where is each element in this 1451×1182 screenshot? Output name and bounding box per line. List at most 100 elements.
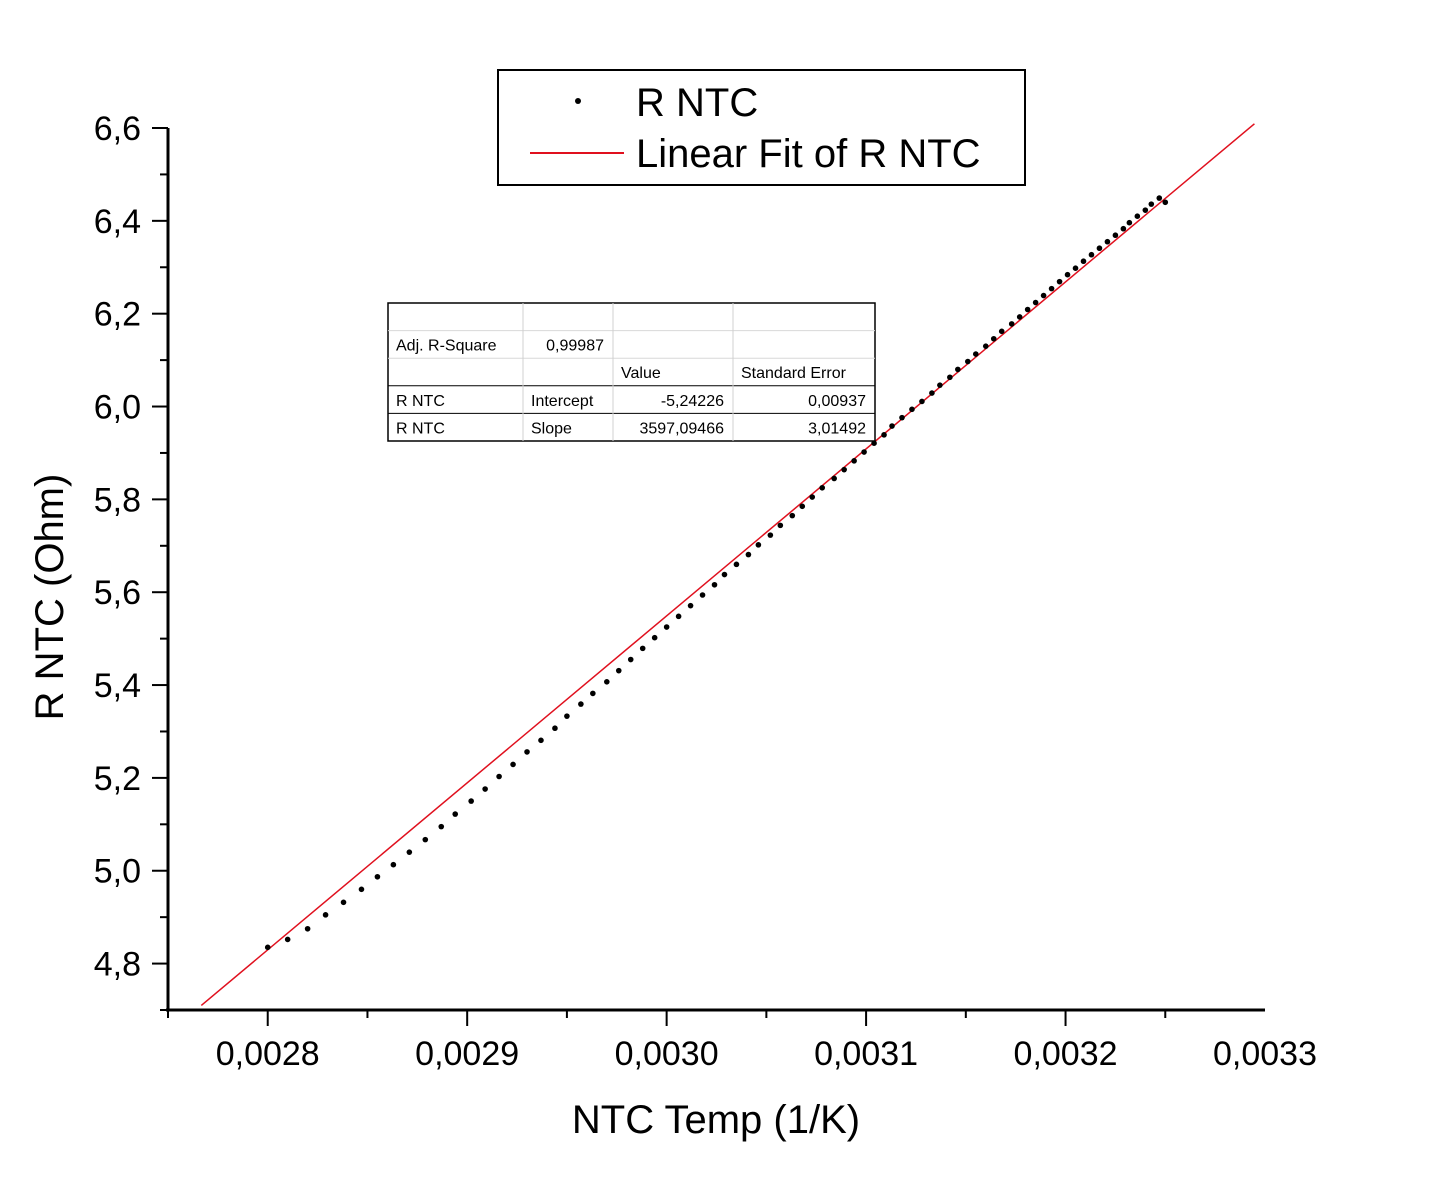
stats-cell: R NTC xyxy=(396,393,445,410)
data-point xyxy=(809,494,816,500)
fit-layer xyxy=(200,123,1255,1007)
data-point xyxy=(1104,238,1111,245)
data-point xyxy=(406,849,413,855)
y-tick-label: 5,0 xyxy=(94,853,141,891)
data-point xyxy=(1126,219,1133,226)
data-point xyxy=(947,374,953,381)
stats-cell: Value xyxy=(621,365,661,382)
data-point xyxy=(552,725,558,732)
y-tick-label: 6,4 xyxy=(94,203,141,241)
data-point xyxy=(755,542,762,548)
data-point xyxy=(564,713,570,719)
data-point xyxy=(777,522,784,529)
data-point xyxy=(799,503,806,510)
data-point xyxy=(955,366,961,373)
x-tick-label: 0,0030 xyxy=(615,1035,719,1073)
stats-cell: Adj. R-Square xyxy=(396,338,497,355)
data-point xyxy=(627,656,634,663)
data-point xyxy=(711,581,718,588)
data-point xyxy=(982,343,989,349)
stats-table: Adj. R-Square 0,99987 Value Standard Error R… xyxy=(387,302,876,442)
legend-box xyxy=(497,69,1026,186)
data-point xyxy=(524,749,530,755)
data-point xyxy=(1096,245,1103,252)
data-point xyxy=(1088,251,1095,258)
data-point xyxy=(929,390,935,396)
data-point xyxy=(482,786,488,792)
data-point xyxy=(510,761,516,768)
legend-label-r-ntc: R NTC xyxy=(636,81,758,125)
data-point xyxy=(965,358,971,365)
x-ticks: 0,0028 0,0029 0,0030 0,0031 0,0032 0,0033 xyxy=(167,1010,1317,1073)
data-point xyxy=(1134,213,1141,219)
data-point xyxy=(721,571,728,578)
data-point xyxy=(1024,306,1031,313)
data-point xyxy=(831,475,837,482)
stats-cell: 3,01492 xyxy=(808,420,866,437)
data-point xyxy=(767,532,774,538)
data-point xyxy=(789,512,796,519)
data-point xyxy=(1056,278,1063,285)
data-point xyxy=(1080,258,1087,265)
x-tick-label: 0,0033 xyxy=(1213,1035,1317,1073)
data-point xyxy=(1008,321,1015,327)
data-point xyxy=(1120,225,1127,232)
data-point xyxy=(264,944,271,951)
y-tick-label: 6,0 xyxy=(94,389,141,427)
data-point xyxy=(452,811,459,817)
data-point xyxy=(1040,292,1047,299)
data-point xyxy=(538,737,544,744)
stats-cell: -5,24226 xyxy=(661,393,724,410)
data-point xyxy=(340,899,347,906)
legend-marker-r-ntc xyxy=(575,98,581,104)
x-tick-label: 0,0032 xyxy=(1014,1035,1118,1073)
stats-cell: Intercept xyxy=(531,393,594,410)
data-point xyxy=(745,551,752,558)
data-point xyxy=(675,613,682,620)
y-tick-label: 5,4 xyxy=(94,667,141,705)
data-point xyxy=(468,798,474,804)
data-point xyxy=(1142,207,1149,213)
fit-line xyxy=(200,123,1255,1007)
data-point xyxy=(889,423,895,429)
data-point xyxy=(841,466,847,473)
stats-cell: Slope xyxy=(531,420,572,437)
stats-cell: Standard Error xyxy=(741,365,847,382)
legend-label-fit: Linear Fit of R NTC xyxy=(636,132,981,176)
data-point xyxy=(1048,285,1055,292)
x-tick-label: 0,0028 xyxy=(216,1035,320,1073)
y-axis-title: R NTC (Ohm) xyxy=(28,474,72,721)
data-point xyxy=(578,701,584,707)
y-tick-label: 4,8 xyxy=(94,946,141,984)
data-point xyxy=(1148,201,1155,207)
data-point xyxy=(871,440,877,446)
stats-cell: 0,99987 xyxy=(546,338,604,355)
y-ticks: 4,8 5,0 5,2 5,4 5,6 5,8 6,0 6,2 6,4 6,6 xyxy=(94,110,168,1011)
data-point xyxy=(819,484,826,491)
stats-table-border xyxy=(387,302,876,442)
data-point xyxy=(651,634,658,641)
data-point xyxy=(972,351,979,357)
data-point xyxy=(1112,232,1119,239)
data-point xyxy=(733,561,740,568)
data-point xyxy=(322,912,329,918)
data-point xyxy=(663,624,670,630)
data-point xyxy=(422,836,429,843)
data-point xyxy=(284,936,291,943)
data-point xyxy=(374,873,381,880)
legend: R NTC Linear Fit of R NTC xyxy=(497,69,1026,186)
data-point xyxy=(1156,195,1163,201)
data-point xyxy=(639,645,646,652)
x-tick-label: 0,0031 xyxy=(814,1035,918,1073)
data-point xyxy=(496,773,502,780)
axes xyxy=(166,128,1265,1012)
data-point xyxy=(604,679,610,685)
y-tick-label: 6,2 xyxy=(94,296,141,334)
data-point xyxy=(699,592,706,598)
data-point xyxy=(687,602,694,609)
data-point xyxy=(438,823,445,830)
data-point xyxy=(919,398,925,405)
data-point xyxy=(998,328,1005,335)
data-point xyxy=(899,414,905,421)
